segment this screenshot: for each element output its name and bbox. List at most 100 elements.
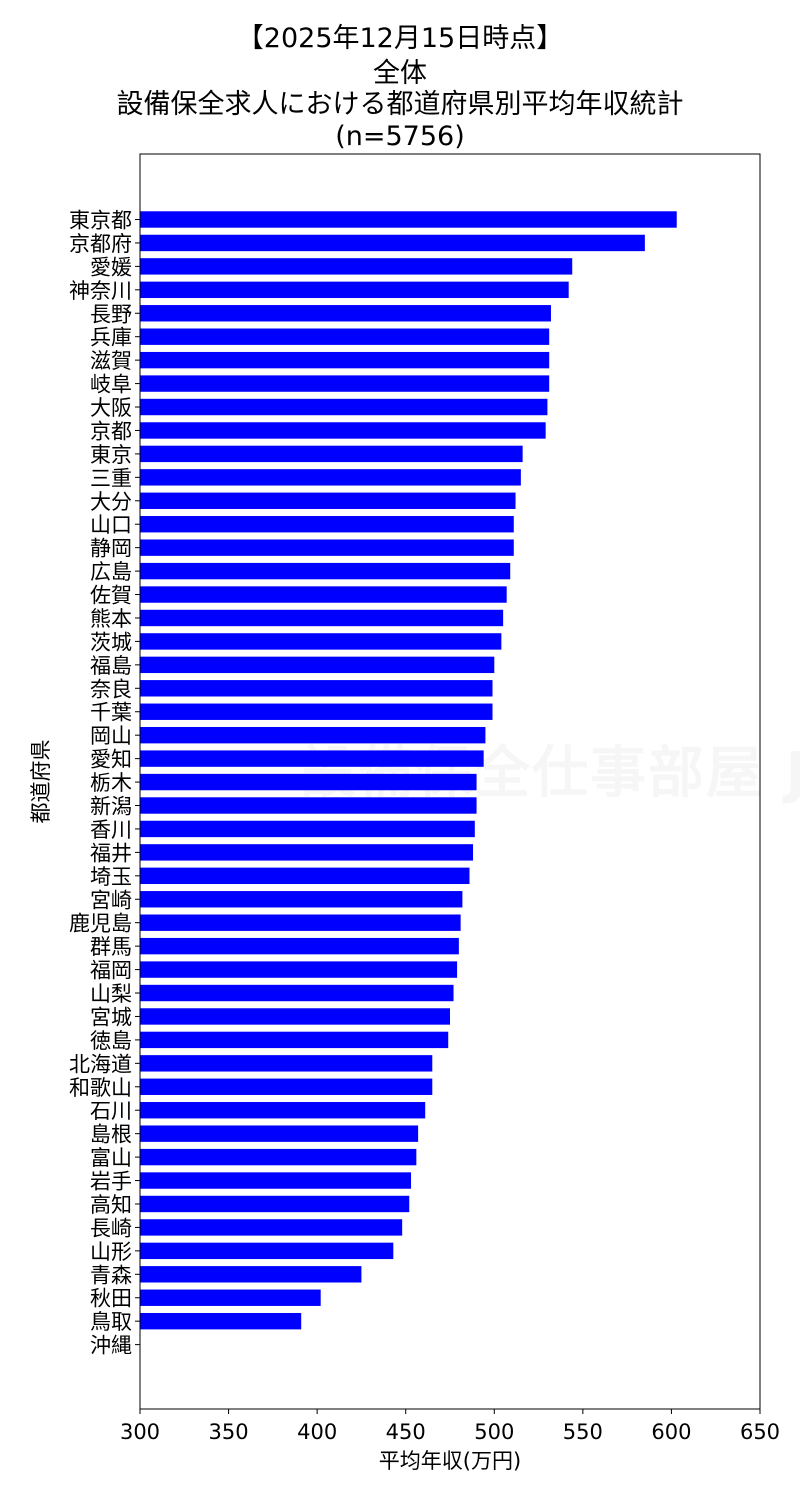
category-label: 岐阜	[90, 373, 132, 397]
category-label: 三重	[90, 466, 132, 490]
bar-京都府	[140, 234, 645, 252]
category-label: 秋田	[90, 1287, 132, 1311]
category-label: 香川	[90, 818, 132, 842]
bar-茨城	[140, 633, 502, 650]
title-line-scope: 全体	[373, 58, 427, 89]
category-label: 福岡	[90, 959, 132, 983]
bar-愛媛	[140, 258, 573, 275]
category-label: 山形	[90, 1240, 132, 1264]
category-label: 宮崎	[90, 888, 132, 912]
bar-兵庫	[140, 328, 550, 345]
bar-岩手	[140, 1172, 412, 1189]
x-tick-label: 350	[209, 1420, 249, 1444]
bar-広島	[140, 562, 511, 580]
x-ticks-group: 300 350 400 450 500 550 600 650	[120, 1409, 780, 1444]
category-label: 大阪	[90, 396, 132, 420]
bar-香川	[140, 820, 475, 838]
bar-埼玉	[140, 867, 470, 885]
category-label: 大分	[90, 490, 132, 514]
bar-栃木	[140, 773, 477, 791]
category-label: 徳島	[90, 1029, 132, 1053]
category-label: 富山	[90, 1146, 132, 1170]
category-label: 山口	[90, 513, 132, 537]
bar-山梨	[140, 984, 454, 1002]
category-label: 愛知	[90, 748, 132, 772]
bar-山口	[140, 516, 514, 533]
category-label: 東京	[90, 443, 132, 467]
x-tick-label: 550	[563, 1420, 603, 1444]
category-label: 鹿児島	[69, 912, 132, 936]
category-label: 沖縄	[90, 1334, 132, 1358]
category-label: 高知	[90, 1193, 132, 1217]
x-tick-label: 600	[651, 1420, 691, 1444]
category-label: 新潟	[90, 795, 132, 819]
category-label: 鳥取	[90, 1310, 132, 1334]
bar-大阪	[140, 398, 548, 416]
category-label: 長崎	[90, 1216, 132, 1240]
bar-徳島	[140, 1031, 449, 1049]
bar-静岡	[140, 539, 514, 556]
category-label: 京都	[90, 419, 132, 443]
bar-滋賀	[140, 351, 550, 369]
bar-群馬	[140, 937, 459, 955]
category-label: 滋賀	[90, 349, 132, 373]
category-label: 広島	[90, 560, 132, 584]
category-label: 岡山	[90, 724, 132, 748]
bar-東京都	[140, 211, 677, 228]
bar-和歌山	[140, 1078, 433, 1095]
category-label: 福井	[90, 841, 132, 865]
bar-福井	[140, 844, 474, 861]
category-label: 山梨	[90, 982, 132, 1006]
bar-宮崎	[140, 891, 463, 908]
title-line-date: 【2025年12月15日時点】	[236, 23, 564, 54]
category-label: 京都府	[69, 232, 132, 256]
bar-京都	[140, 422, 546, 439]
bar-北海道	[140, 1055, 433, 1072]
category-label: 佐賀	[90, 584, 132, 608]
category-label: 青森	[90, 1263, 132, 1287]
bar-長崎	[140, 1219, 403, 1236]
category-label: 愛媛	[90, 255, 132, 279]
category-label: 栃木	[90, 771, 132, 795]
category-label: 群馬	[90, 935, 132, 959]
bar-山形	[140, 1242, 394, 1260]
bar-熊本	[140, 609, 504, 627]
category-label: 和歌山	[69, 1076, 132, 1100]
category-label: 岩手	[90, 1170, 132, 1194]
bar-神奈川	[140, 281, 569, 299]
x-tick-label: 400	[297, 1420, 337, 1444]
bar-三重	[140, 469, 521, 486]
bar-秋田	[140, 1289, 321, 1306]
bar-東京	[140, 445, 523, 463]
bar-高知	[140, 1195, 410, 1213]
bar-佐賀	[140, 586, 507, 603]
category-label: 兵庫	[90, 326, 132, 350]
bar-石川	[140, 1102, 426, 1119]
bar-青森	[140, 1266, 362, 1283]
bar-長野	[140, 305, 551, 322]
plot-frame	[139, 153, 761, 1410]
bar-鹿児島	[140, 914, 461, 931]
bar-新潟	[140, 797, 477, 814]
bar-岡山	[140, 726, 486, 744]
title-line-main: 設備保全求人における都道府県別平均年収統計	[116, 89, 684, 120]
bar-福岡	[140, 961, 458, 978]
title-line-count: (n=5756)	[335, 121, 465, 152]
bar-島根	[140, 1125, 419, 1142]
category-label: 千葉	[90, 701, 132, 725]
category-label: 北海道	[69, 1052, 132, 1076]
bar-鳥取	[140, 1312, 302, 1330]
category-label: 石川	[90, 1099, 132, 1123]
category-labels-group: 東京都京都府愛媛神奈川長野兵庫滋賀岐阜大阪京都東京三重大分山口静岡広島佐賀熊本茨…	[69, 209, 140, 1358]
category-label: 埼玉	[90, 865, 132, 889]
bar-愛知	[140, 750, 484, 767]
bar-大分	[140, 492, 516, 509]
category-label: 福島	[90, 654, 132, 678]
bar-福島	[140, 656, 495, 674]
bar-宮城	[140, 1008, 450, 1025]
x-tick-label: 300	[120, 1420, 160, 1444]
bar-岐阜	[140, 375, 550, 392]
category-label: 東京都	[69, 209, 132, 233]
category-label: 長野	[90, 302, 132, 326]
